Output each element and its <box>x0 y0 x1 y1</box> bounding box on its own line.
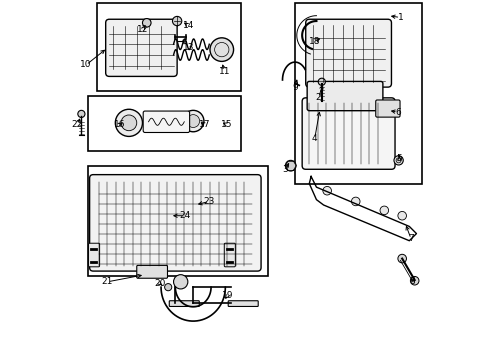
Text: 17: 17 <box>199 120 211 129</box>
Circle shape <box>187 114 199 127</box>
Bar <box>88 166 268 276</box>
Text: 11: 11 <box>219 67 230 76</box>
Circle shape <box>165 284 172 291</box>
Text: 2: 2 <box>316 93 321 102</box>
FancyBboxPatch shape <box>143 111 190 132</box>
Circle shape <box>351 197 360 206</box>
FancyBboxPatch shape <box>224 243 235 267</box>
Bar <box>97 3 242 91</box>
FancyBboxPatch shape <box>137 265 168 278</box>
FancyBboxPatch shape <box>106 19 177 76</box>
Text: 18: 18 <box>309 37 320 46</box>
Text: 10: 10 <box>80 60 92 69</box>
FancyBboxPatch shape <box>302 98 395 169</box>
Text: 16: 16 <box>114 120 125 129</box>
Circle shape <box>323 186 331 195</box>
Circle shape <box>285 160 296 171</box>
FancyBboxPatch shape <box>306 19 392 87</box>
Circle shape <box>380 206 389 215</box>
Circle shape <box>398 254 407 263</box>
Text: 8: 8 <box>409 277 415 286</box>
Circle shape <box>78 111 85 117</box>
Text: 21: 21 <box>102 277 113 286</box>
Text: 1: 1 <box>397 13 403 22</box>
Text: 3: 3 <box>282 165 288 174</box>
Text: 12: 12 <box>137 26 148 35</box>
Circle shape <box>394 156 403 165</box>
Circle shape <box>121 115 137 131</box>
Circle shape <box>182 111 204 132</box>
Text: 23: 23 <box>203 197 215 206</box>
Text: 6: 6 <box>395 108 401 117</box>
Circle shape <box>411 276 419 285</box>
Circle shape <box>396 158 401 163</box>
Bar <box>88 96 242 152</box>
Circle shape <box>172 17 182 26</box>
Text: 19: 19 <box>222 291 234 300</box>
Circle shape <box>143 18 151 27</box>
Text: 15: 15 <box>221 120 233 129</box>
FancyBboxPatch shape <box>169 301 199 306</box>
Circle shape <box>398 211 407 220</box>
Text: 20: 20 <box>154 279 166 288</box>
Text: 7: 7 <box>408 234 414 243</box>
Text: 22: 22 <box>72 120 83 129</box>
Text: 24: 24 <box>179 211 191 220</box>
Circle shape <box>173 275 188 289</box>
FancyBboxPatch shape <box>376 100 400 117</box>
Text: 5: 5 <box>396 154 402 163</box>
FancyBboxPatch shape <box>228 301 258 306</box>
FancyBboxPatch shape <box>89 243 99 267</box>
Text: 9: 9 <box>292 83 298 92</box>
Text: 14: 14 <box>183 21 194 30</box>
Circle shape <box>115 109 143 136</box>
FancyBboxPatch shape <box>90 175 261 271</box>
Circle shape <box>318 78 325 85</box>
Text: 4: 4 <box>312 134 318 143</box>
Bar <box>295 3 422 184</box>
Circle shape <box>210 38 234 62</box>
Text: 13: 13 <box>183 42 195 51</box>
FancyBboxPatch shape <box>307 81 383 111</box>
